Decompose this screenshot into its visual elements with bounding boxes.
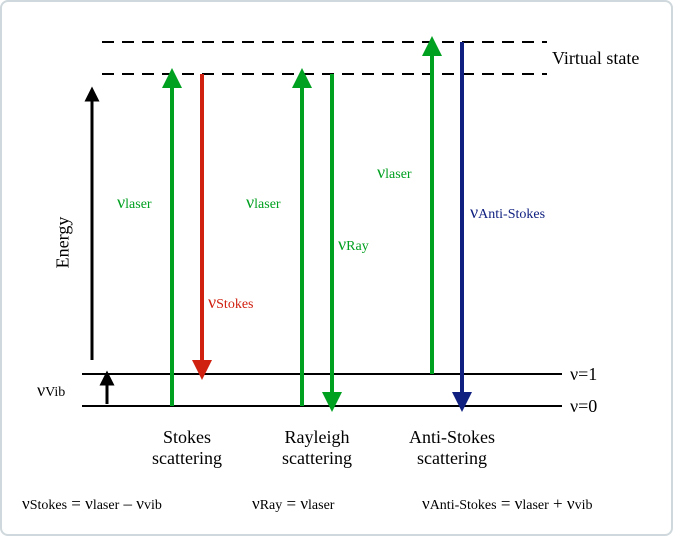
anti-emit-label: νAnti-Stokes — [470, 202, 545, 223]
anti-laser-label: νlaser — [377, 162, 412, 183]
stokes-emit-label: νStokes — [208, 292, 253, 313]
rayleigh-laser-label: νlaser — [246, 192, 281, 213]
stokes-caption: Stokes scattering — [137, 427, 237, 469]
eq-rayleigh: νRay = νlaser — [252, 494, 334, 514]
eq-anti: νAnti-Stokes = νlaser + νvib — [422, 494, 592, 514]
rayleigh-caption: Rayleigh scattering — [267, 427, 367, 469]
level-v0-label: ν=0 — [570, 396, 597, 417]
anti-caption: Anti-Stokes scattering — [392, 427, 512, 469]
eq-stokes: νStokes = νlaser – νvib — [22, 494, 162, 514]
energy-axis-label: Energy — [52, 217, 73, 269]
virtual-state-label: Virtual state — [552, 48, 639, 69]
rayleigh-emit-label: νRay — [338, 234, 369, 255]
level-v1-label: ν=1 — [570, 364, 597, 385]
stokes-laser-label: νlaser — [117, 192, 152, 213]
vvib-label: νVib — [37, 380, 65, 401]
diagram-frame: Virtual state Energy ν=1 ν=0 νVib νlaser… — [0, 0, 673, 536]
